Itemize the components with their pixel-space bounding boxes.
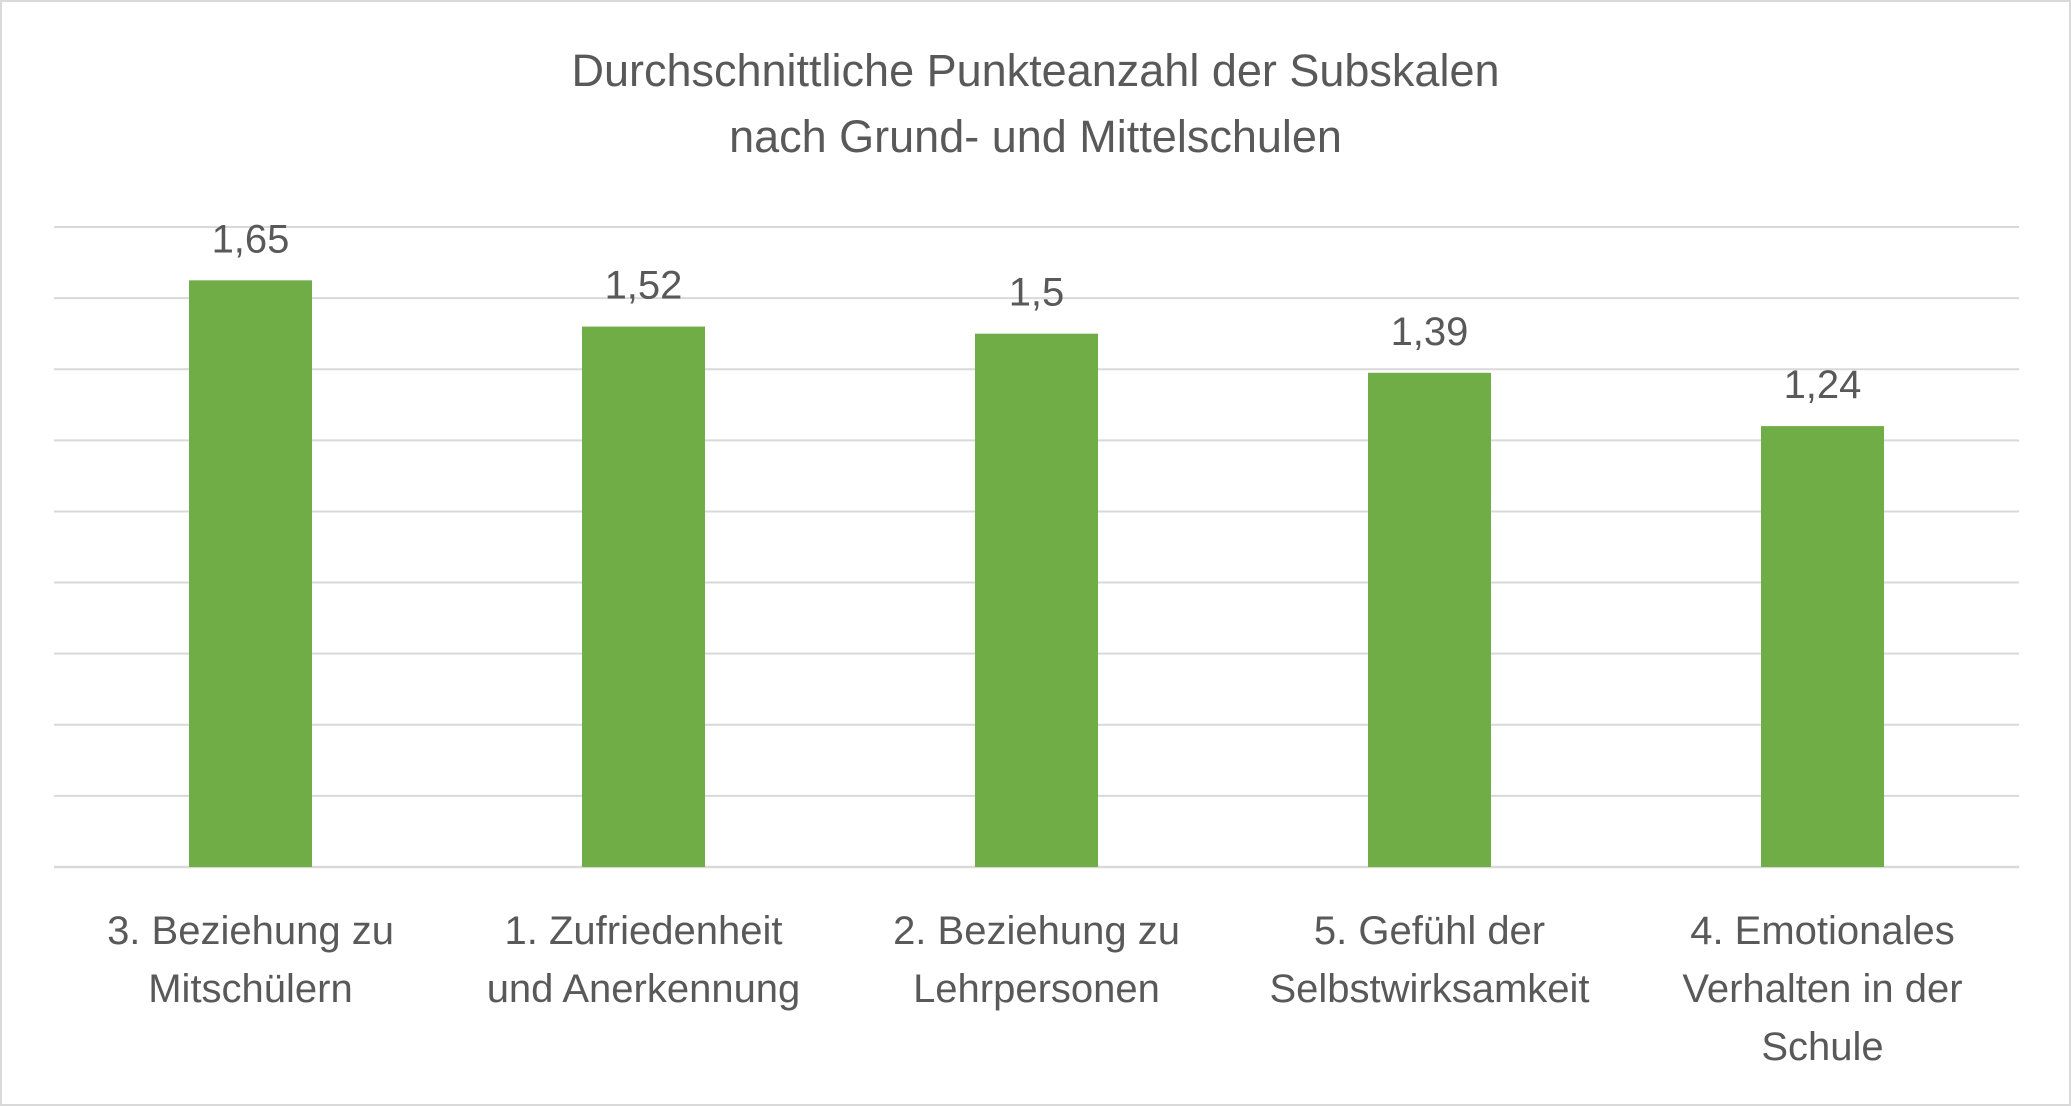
bar xyxy=(975,333,1098,868)
bar xyxy=(1761,426,1884,867)
category-label: 3. Beziehung zu Mitschülern xyxy=(71,902,431,1018)
data-label: 1,5 xyxy=(1009,271,1065,315)
category-label: 1. Zufriedenheit und Anerkennung xyxy=(464,902,824,1018)
category-label-line: 5. Gefühl der xyxy=(1313,909,1546,953)
category-label-line: Lehrpersonen xyxy=(913,967,1160,1011)
bar xyxy=(189,280,312,867)
category-label-line: 4. Emotionales xyxy=(1690,909,1955,953)
category-label-line: 1. Zufriedenheit xyxy=(504,909,783,953)
data-label: 1,52 xyxy=(605,264,683,308)
category-label-line: 2. Beziehung zu xyxy=(893,909,1180,953)
category-label-line: Mitschülern xyxy=(148,967,353,1011)
chart-title-line-1: Durchschnittliche Punkteanzahl der Subsk… xyxy=(571,45,1500,96)
chart-title-line-2: nach Grund- und Mittelschulen xyxy=(729,111,1342,162)
category-label: 5. Gefühl der Selbstwirksamkeit xyxy=(1250,902,1610,1018)
category-label-line: Selbstwirksamkeit xyxy=(1269,967,1590,1011)
chart-title: Durchschnittliche Punkteanzahl der Subsk… xyxy=(2,38,2069,170)
data-label: 1,65 xyxy=(212,217,290,261)
data-label: 1,24 xyxy=(1784,363,1862,407)
category-label-line: und Anerkennung xyxy=(486,967,801,1011)
bar xyxy=(582,326,705,867)
category-label-line: Schule xyxy=(1761,1025,1884,1069)
data-label: 1,39 xyxy=(1391,310,1469,354)
bar xyxy=(1368,372,1491,867)
category-label-line: 3. Beziehung zu xyxy=(107,909,394,953)
category-label: 4. Emotionales Verhalten in der Schule xyxy=(1643,902,2003,1076)
category-label: 2. Beziehung zu Lehrpersonen xyxy=(857,902,1217,1018)
category-label-line: Verhalten in der xyxy=(1682,967,1963,1011)
